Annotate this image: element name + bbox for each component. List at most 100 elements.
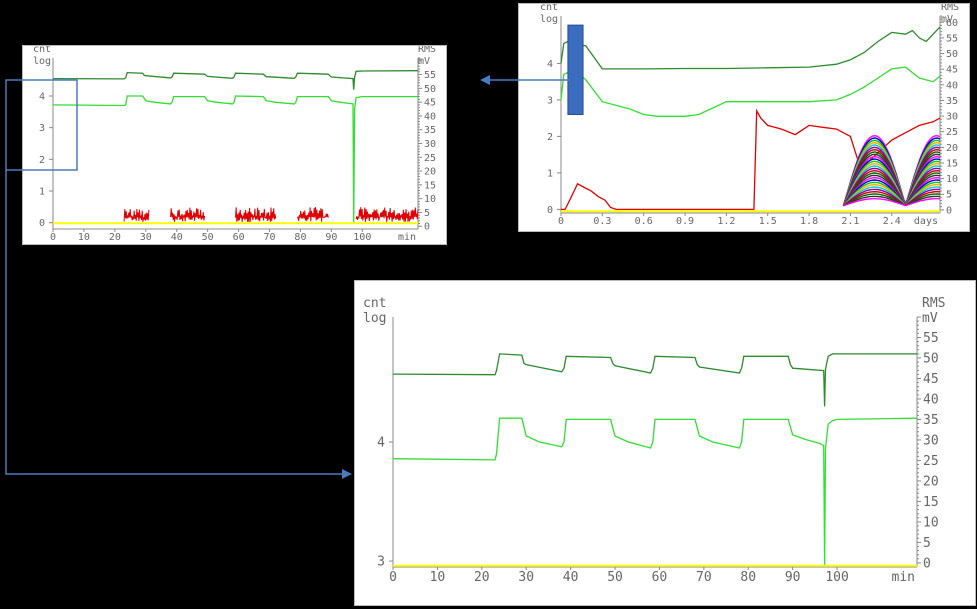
right-tick-label: 10 [923, 515, 939, 530]
spectrum-band-series [842, 169, 941, 207]
arrow-head-icon [342, 469, 352, 479]
left-tick-label: 2 [39, 155, 45, 166]
dark-green-series [52, 70, 419, 90]
right-axis-label: mV [418, 56, 430, 67]
right-axis-label: RMS [922, 296, 945, 311]
x-tick-label: 0.9 [676, 216, 694, 227]
x-tick-label: 80 [740, 570, 756, 585]
spectrum-band-series [842, 167, 941, 207]
spectrum-band-series [842, 183, 941, 207]
left-axis-label: log [540, 14, 558, 25]
x-tick-label: 2.4 [883, 216, 901, 227]
right-axis-label: RMS [941, 4, 959, 13]
right-tick-label: 15 [946, 158, 958, 169]
x-tick-label: 30 [518, 570, 534, 585]
right-tick-label: 50 [923, 352, 939, 367]
right-tick-label: 5 [923, 536, 931, 551]
x-tick-label: 1.8 [800, 216, 818, 227]
overview-chart-panel: cnt log RMS mV 0 1 2 3 4 0 5 10 15 20 25 30 35 40 45 50 55 60… [518, 3, 970, 232]
spectrum-band-series [842, 160, 941, 206]
spectrum-band-series [843, 198, 941, 207]
spectrum-band-series [842, 176, 941, 207]
x-tick-label: 50 [607, 570, 623, 585]
left-axis-label: log [33, 56, 51, 67]
x-tick-label: 0 [50, 232, 56, 243]
left-tick-label: 0 [39, 218, 45, 229]
right-tick-label: 15 [424, 180, 436, 191]
spectrum-band-series [843, 186, 941, 207]
right-tick-label: 45 [946, 65, 958, 76]
right-tick-label: 35 [424, 125, 436, 136]
light-green-series [560, 66, 941, 117]
right-tick-label: 0 [923, 556, 931, 571]
left-axis-label: cnt [363, 296, 386, 311]
spectrum-band-series [843, 190, 941, 207]
detail-chart-panel: cnt log RMS mV 3 4 0 5 10 15 20 25 30 35 40 45 50 55 0 10 20… [354, 280, 976, 606]
x-tick-label: 10 [430, 570, 446, 585]
x-tick-label: 1.2 [717, 216, 735, 227]
spectrum-band-series [842, 153, 941, 206]
x-unit-label: days [914, 216, 938, 227]
right-tick-label: 35 [946, 96, 958, 107]
right-axis-label: mV [922, 311, 938, 326]
highlight-bar [567, 24, 584, 116]
right-tick-label: 35 [923, 413, 939, 428]
right-axis-label: RMS [418, 46, 436, 55]
left-tick-label: 4 [39, 92, 45, 103]
light-green-series [52, 95, 418, 223]
x-tick-label: 0 [558, 216, 564, 227]
red-noise-series [296, 207, 329, 222]
right-tick-label: 15 [923, 495, 939, 510]
x-tick-label: 0.3 [593, 216, 611, 227]
spectrum-band-series [842, 165, 941, 207]
x-tick-label: 60 [652, 570, 668, 585]
x-tick-label: 90 [785, 570, 801, 585]
arrow-head-icon [480, 75, 490, 85]
right-tick-label: 55 [424, 70, 436, 81]
x-tick-label: 50 [202, 232, 214, 243]
overview-chart: cntlogRMSmV01234051015202530354045505560… [540, 4, 959, 227]
right-tick-label: 40 [946, 80, 958, 91]
spectrum-band-series [842, 181, 941, 207]
right-tick-label: 20 [424, 167, 436, 178]
left-axis-label: cnt [540, 4, 558, 13]
x-tick-label: 70 [264, 232, 276, 243]
red-noise-series [170, 207, 206, 222]
x-tick-label: 0.6 [635, 216, 653, 227]
right-tick-label: 40 [923, 393, 939, 408]
spectrum-band-series [842, 179, 941, 207]
right-tick-label: 45 [424, 98, 436, 109]
red-noise-series [235, 207, 277, 222]
left-tick-label: 3 [377, 555, 385, 570]
right-tick-label: 55 [923, 331, 939, 346]
red-noise-series [355, 207, 419, 222]
light-green-series [392, 417, 918, 568]
x-tick-label: 30 [140, 232, 152, 243]
right-tick-label: 25 [946, 127, 958, 138]
right-axis-label: mV [941, 14, 953, 25]
right-tick-label: 25 [923, 454, 939, 469]
dark-green-series [560, 26, 941, 70]
x-unit-label: min [892, 570, 915, 585]
x-tick-label: 10 [78, 232, 90, 243]
right-tick-label: 30 [923, 434, 939, 449]
spectrum-band-series [843, 188, 941, 207]
right-tick-label: 20 [923, 474, 939, 489]
right-tick-label: 25 [424, 153, 436, 164]
x-tick-label: 60 [233, 232, 245, 243]
left-tick-label: 3 [547, 95, 553, 106]
x-tick-label: 100 [353, 232, 371, 243]
right-tick-label: 50 [424, 84, 436, 95]
right-tick-label: 0 [946, 205, 952, 216]
right-tick-label: 20 [946, 143, 958, 154]
left-tick-label: 1 [547, 168, 553, 179]
x-tick-label: 80 [294, 232, 306, 243]
spectrum-band-series [843, 195, 941, 207]
x-tick-label: 40 [171, 232, 183, 243]
left-tick-label: 4 [377, 436, 385, 451]
x-tick-label: 20 [109, 232, 121, 243]
x-unit-label: min [398, 232, 416, 243]
zoom-chart-panel: cnt log RMS mV 0 1 2 3 4 0 5 10 15 20 25 30 35 40 45 50 55 0 1… [22, 45, 447, 245]
dark-green-series [392, 353, 917, 407]
